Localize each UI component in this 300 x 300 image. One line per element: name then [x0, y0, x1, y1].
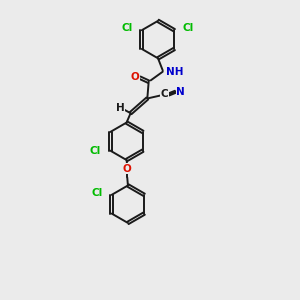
Text: NH: NH — [166, 67, 184, 77]
Text: H: H — [116, 103, 125, 113]
Text: C: C — [161, 89, 169, 100]
Text: O: O — [123, 164, 132, 174]
Text: Cl: Cl — [90, 146, 101, 156]
Text: O: O — [131, 72, 140, 82]
Text: Cl: Cl — [183, 22, 194, 32]
Text: Cl: Cl — [122, 22, 133, 32]
Text: Cl: Cl — [91, 188, 102, 199]
Text: N: N — [176, 87, 185, 97]
